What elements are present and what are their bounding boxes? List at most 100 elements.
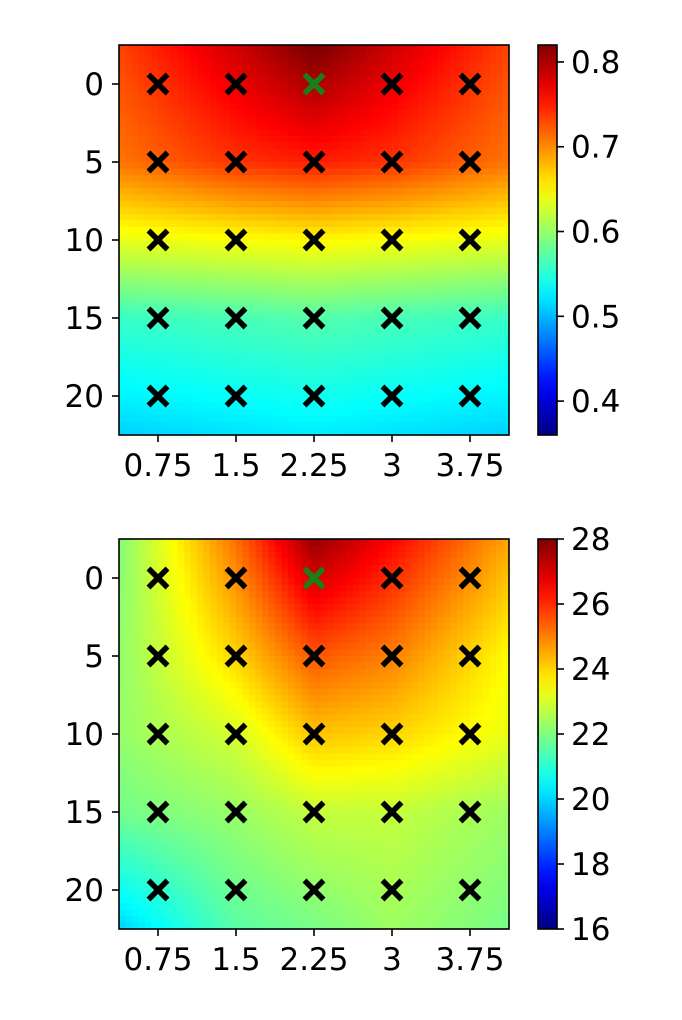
heatmap-cell	[502, 662, 510, 670]
heatmap-cell	[229, 558, 237, 566]
heatmap-cell	[314, 253, 322, 261]
heatmap-cell	[242, 97, 250, 105]
heatmap-cell	[424, 97, 432, 105]
heatmap-cell	[158, 324, 166, 332]
heatmap-cell	[411, 233, 419, 241]
heatmap-cell	[242, 324, 250, 332]
heatmap-cell	[184, 168, 192, 176]
heatmap-cell	[190, 610, 198, 618]
heatmap-cell	[268, 409, 276, 417]
heatmap-cell	[489, 344, 497, 352]
heatmap-cell	[203, 240, 211, 248]
heatmap-cell	[444, 656, 452, 664]
heatmap-cell	[268, 591, 276, 599]
heatmap-cell	[262, 123, 270, 131]
heatmap-cell	[392, 558, 400, 566]
heatmap-cell	[359, 617, 367, 625]
heatmap-cell	[132, 376, 140, 384]
heatmap-cell	[437, 45, 445, 53]
heatmap-cell	[255, 617, 263, 625]
heatmap-cell	[405, 363, 413, 371]
heatmap-cell	[470, 331, 478, 339]
heatmap-cell	[496, 383, 504, 391]
heatmap-cell	[281, 194, 289, 202]
heatmap-cell	[210, 285, 218, 293]
heatmap-cell	[119, 578, 127, 586]
heatmap-cell	[366, 103, 374, 111]
heatmap-cell	[268, 305, 276, 313]
heatmap-cell	[210, 402, 218, 410]
heatmap-cell	[294, 77, 302, 85]
heatmap-cell	[138, 363, 146, 371]
heatmap-cell	[470, 201, 478, 209]
heatmap-cell	[457, 142, 465, 150]
heatmap-cell	[281, 84, 289, 92]
heatmap-cell	[294, 175, 302, 183]
heatmap-cell	[398, 259, 406, 267]
heatmap-cell	[346, 266, 354, 274]
heatmap-cell	[405, 279, 413, 287]
heatmap-cell	[294, 571, 302, 579]
heatmap-cell	[132, 636, 140, 644]
heatmap-cell	[411, 64, 419, 72]
heatmap-cell	[398, 402, 406, 410]
heatmap-cell	[119, 383, 127, 391]
heatmap-cell	[236, 45, 244, 53]
heatmap-cell	[405, 350, 413, 358]
heatmap-cell	[359, 383, 367, 391]
heatmap-cell	[210, 422, 218, 430]
heatmap-cell	[288, 662, 296, 670]
heatmap-cell	[288, 383, 296, 391]
heatmap-cell	[262, 389, 270, 397]
heatmap-cell	[216, 357, 224, 365]
heatmap-cell	[125, 422, 133, 430]
heatmap-cell	[366, 571, 374, 579]
heatmap-cell	[177, 402, 185, 410]
heatmap-cell	[145, 51, 153, 59]
heatmap-cell	[431, 259, 439, 267]
heatmap-cell	[340, 643, 348, 651]
heatmap-cell	[379, 58, 387, 66]
heatmap-cell	[385, 266, 393, 274]
heatmap-cell	[366, 331, 374, 339]
heatmap-cell	[379, 539, 387, 547]
heatmap-cell	[405, 571, 413, 579]
heatmap-cell	[294, 318, 302, 326]
heatmap-cell	[184, 428, 192, 436]
heatmap-cell	[450, 305, 458, 313]
heatmap-cell	[405, 84, 413, 92]
heatmap-cell	[255, 539, 263, 547]
heatmap-cell	[119, 565, 127, 573]
heatmap-cell	[158, 669, 166, 677]
heatmap-cell	[307, 402, 315, 410]
heatmap-cell	[210, 259, 218, 267]
heatmap-cell	[158, 175, 166, 183]
heatmap-cell	[281, 669, 289, 677]
heatmap-cell	[288, 415, 296, 423]
heatmap-cell	[203, 272, 211, 280]
heatmap-cell	[353, 396, 361, 404]
heatmap-cell	[463, 584, 471, 592]
heatmap-cell	[372, 662, 380, 670]
heatmap-cell	[372, 376, 380, 384]
heatmap-cell	[405, 116, 413, 124]
heatmap-cell	[158, 259, 166, 267]
heatmap-cell	[314, 584, 322, 592]
heatmap-cell	[145, 207, 153, 215]
heatmap-cell	[138, 597, 146, 605]
heatmap-cell	[145, 428, 153, 436]
heatmap-cell	[268, 279, 276, 287]
heatmap-cell	[327, 610, 335, 618]
heatmap-cell	[164, 51, 172, 59]
heatmap-cell	[138, 298, 146, 306]
heatmap-cell	[184, 142, 192, 150]
heatmap-cell	[359, 136, 367, 144]
heatmap-cell	[424, 266, 432, 274]
heatmap-cell	[463, 331, 471, 339]
heatmap-cell	[301, 77, 309, 85]
heatmap-cell	[470, 643, 478, 651]
heatmap-cell	[132, 617, 140, 625]
heatmap-cell	[229, 604, 237, 612]
heatmap-cell	[268, 344, 276, 352]
heatmap-cell	[385, 175, 393, 183]
